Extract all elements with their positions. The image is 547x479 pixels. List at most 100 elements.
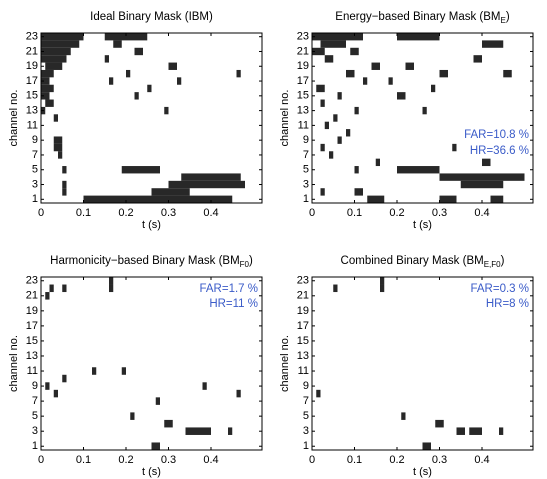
y-tick-label: 21 bbox=[297, 45, 309, 57]
mask-cell bbox=[397, 92, 406, 100]
mask-cell bbox=[490, 195, 504, 203]
title-part: ) bbox=[501, 255, 505, 267]
y-tick-label: 17 bbox=[26, 320, 38, 332]
mask-cell bbox=[62, 188, 67, 196]
mask-cell bbox=[482, 40, 504, 48]
y-tick-label: 17 bbox=[297, 75, 309, 87]
y-tick-label: 13 bbox=[26, 105, 38, 117]
y-tick-label: 9 bbox=[32, 134, 38, 146]
y-tick-label: 1 bbox=[303, 440, 309, 452]
y-tick-label: 19 bbox=[26, 305, 38, 317]
mask-cell bbox=[168, 62, 177, 70]
x-tick-label: 0.1 bbox=[347, 207, 362, 219]
y-axis-label: channel no. bbox=[8, 90, 20, 147]
y-tick-label: 9 bbox=[303, 380, 309, 392]
mask-cell bbox=[104, 55, 109, 63]
title-part: Ideal Binary Mask (IBM) bbox=[90, 11, 213, 23]
y-tick-label: 15 bbox=[26, 335, 38, 347]
plot-frame bbox=[40, 276, 263, 451]
mask-cell bbox=[109, 277, 114, 285]
mask-cell bbox=[53, 143, 63, 152]
mask-cell bbox=[53, 389, 58, 398]
mask-cell bbox=[49, 284, 54, 293]
mask-cell bbox=[164, 106, 169, 115]
mask-cell bbox=[473, 55, 482, 63]
mask-cell bbox=[109, 284, 114, 293]
y-tick-label: 7 bbox=[32, 149, 38, 161]
y-tick-label: 19 bbox=[297, 305, 309, 317]
mask-cell bbox=[439, 173, 525, 181]
mask-cell bbox=[320, 188, 325, 196]
y-tick-label: 21 bbox=[26, 290, 38, 302]
y-tick-label: 11 bbox=[298, 119, 309, 131]
x-axis-label: t (s) bbox=[142, 219, 161, 231]
mask-cell bbox=[53, 114, 58, 122]
mask-cell bbox=[62, 284, 67, 293]
y-tick-label: 9 bbox=[303, 134, 309, 146]
mask-cell bbox=[354, 106, 359, 115]
mask-cell bbox=[482, 158, 491, 167]
y-tick-label: 9 bbox=[32, 380, 38, 392]
y-tick-label: 21 bbox=[26, 45, 38, 57]
x-tick-label: 0 bbox=[309, 207, 315, 219]
mask-cell bbox=[236, 69, 241, 78]
title-part: ) bbox=[249, 255, 253, 267]
y-tick-label: 3 bbox=[303, 178, 309, 190]
mask-cell bbox=[333, 114, 338, 122]
x-tick-label: 0.3 bbox=[161, 207, 176, 219]
annotation: HR=11 % bbox=[209, 298, 258, 310]
y-tick-label: 5 bbox=[32, 164, 38, 176]
plot-frame bbox=[311, 32, 534, 204]
mask-cell bbox=[337, 136, 342, 144]
y-tick-label: 3 bbox=[303, 425, 309, 437]
mask-cell bbox=[380, 277, 385, 285]
mask-cell bbox=[41, 55, 67, 63]
mask-cell bbox=[439, 69, 448, 78]
y-tick-label: 23 bbox=[26, 275, 38, 287]
mask-cell bbox=[181, 173, 241, 181]
x-axis-label: t (s) bbox=[142, 466, 161, 478]
mask-cell bbox=[316, 389, 321, 398]
y-axis-label: channel no. bbox=[8, 335, 20, 392]
panel-title: Harmonicity−based Binary Mask (BMF0) bbox=[50, 255, 253, 269]
mask-cell bbox=[324, 55, 334, 63]
mask-cell bbox=[397, 166, 440, 174]
y-tick-label: 17 bbox=[297, 320, 309, 332]
mask-cell bbox=[164, 419, 173, 428]
mask-cell bbox=[121, 166, 160, 174]
mask-cell bbox=[350, 47, 359, 56]
y-tick-label: 15 bbox=[297, 90, 309, 102]
mask-cell bbox=[41, 77, 50, 85]
x-tick-label: 0.2 bbox=[118, 454, 133, 466]
y-tick-label: 19 bbox=[297, 60, 309, 72]
x-tick-label: 0.4 bbox=[203, 207, 218, 219]
mask-cell bbox=[354, 166, 359, 174]
mask-cell bbox=[346, 69, 355, 78]
y-tick-label: 17 bbox=[26, 75, 38, 87]
mask-cell bbox=[41, 84, 54, 93]
mask-cell bbox=[151, 188, 190, 196]
mask-cell bbox=[469, 427, 482, 435]
mask-cell bbox=[312, 33, 363, 41]
mask-cell bbox=[460, 180, 504, 189]
mask-cell bbox=[45, 382, 50, 390]
y-tick-label: 11 bbox=[298, 365, 309, 377]
mask-cell bbox=[320, 99, 325, 107]
mask-cell bbox=[316, 84, 325, 93]
mask-cell bbox=[147, 84, 152, 93]
mask-cell bbox=[45, 62, 63, 70]
mask-cell bbox=[41, 69, 54, 78]
y-tick-label: 21 bbox=[297, 290, 309, 302]
mask-cell bbox=[104, 33, 148, 41]
y-tick-label: 7 bbox=[303, 149, 309, 161]
y-tick-label: 1 bbox=[303, 193, 309, 205]
mask-cell bbox=[346, 129, 351, 137]
x-tick-label: 0.2 bbox=[389, 454, 404, 466]
mask-cell bbox=[202, 382, 207, 390]
y-tick-label: 7 bbox=[32, 395, 38, 407]
mask-cell bbox=[53, 136, 63, 144]
